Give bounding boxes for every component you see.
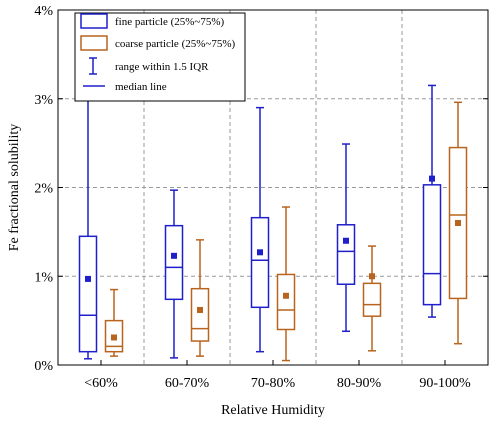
mean-marker — [85, 275, 91, 282]
legend-fine-swatch — [80, 13, 108, 29]
fine-box-4 — [422, 84, 442, 318]
iqr-box — [190, 287, 210, 342]
iqr-box — [78, 235, 98, 353]
legend-coarse-label: coarse particle (25%~75%) — [115, 38, 236, 50]
fine-box-1 — [164, 189, 184, 359]
y-tick-label: 0% — [34, 359, 53, 374]
mean-marker — [257, 249, 263, 256]
fine-box-2 — [250, 106, 270, 353]
mean-marker — [111, 334, 117, 341]
y-tick-label: 2% — [34, 182, 53, 197]
iqr-box — [336, 224, 356, 285]
iqr-box — [164, 224, 184, 301]
x-tick-label: <60% — [84, 376, 118, 391]
legend-median-label: median line — [115, 81, 167, 93]
x-tick-label: 60-70% — [165, 376, 210, 391]
x-tick-label: 70-80% — [251, 376, 296, 391]
iqr-box — [250, 216, 270, 309]
mean-marker — [283, 292, 289, 299]
x-axis-ticks: <60% 60-70% 70-80% 80-90% 90-100% — [84, 360, 471, 391]
legend-range-label: range within 1.5 IQR — [115, 61, 209, 73]
coarse-box-0 — [104, 288, 124, 357]
x-axis-label: Relative Humidity — [221, 403, 325, 418]
legend: fine particle (25%~75%) coarse particle (… — [74, 12, 246, 102]
x-tick-label: 80-90% — [337, 376, 382, 391]
legend-fine-label: fine particle (25%~75%) — [115, 16, 225, 28]
y-axis-ticks: 0% 1% 2% 3% 4% — [34, 4, 488, 374]
coarse-box-3 — [362, 245, 382, 352]
y-tick-label: 3% — [34, 93, 53, 108]
boxes — [78, 84, 468, 362]
x-tick-label: 90-100% — [419, 376, 471, 391]
fine-box-3 — [336, 143, 356, 333]
coarse-box-2 — [276, 206, 296, 362]
coarse-box-1 — [190, 239, 210, 357]
mean-marker — [369, 273, 375, 280]
y-axis-label: Fe fractional solubility — [7, 124, 22, 252]
mean-marker — [197, 306, 203, 313]
coarse-box-4 — [448, 101, 468, 345]
iqr-box — [362, 282, 382, 317]
legend-coarse-swatch — [80, 35, 108, 51]
mean-marker — [343, 237, 349, 244]
y-tick-label: 1% — [34, 270, 53, 285]
mean-marker — [455, 220, 461, 226]
y-tick-label: 4% — [34, 4, 53, 19]
iqr-box — [422, 184, 442, 306]
fine-box-0 — [78, 96, 98, 360]
mean-marker — [171, 252, 177, 259]
iqr-box — [276, 273, 296, 331]
mean-marker — [429, 175, 435, 182]
